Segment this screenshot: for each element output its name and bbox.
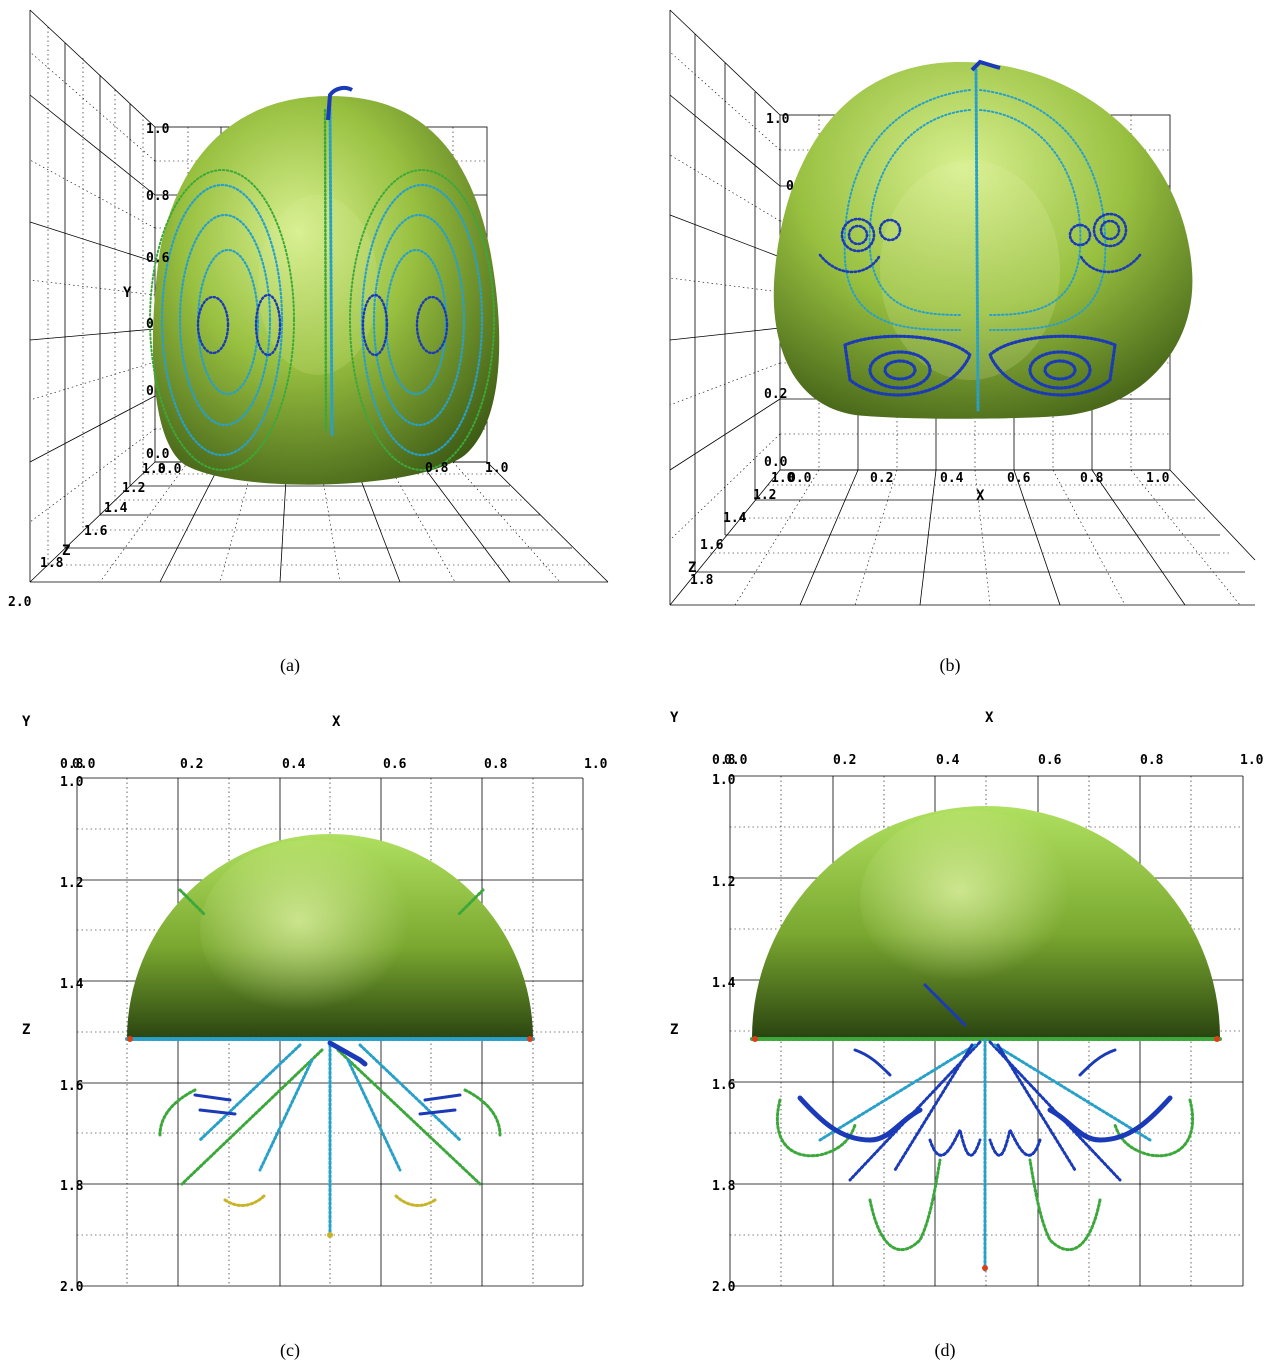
z-ticks: 1.2 1.4 1.6 1.8 (690, 488, 776, 588)
tick-label: 2.0 (8, 595, 32, 610)
x-ticks: 0.8 0.0 0.2 0.4 0.6 0.8 1.0 (712, 753, 1264, 768)
tick-label: 0.4 (282, 757, 306, 772)
tick-label: 1.0 (60, 775, 84, 790)
tick-label: 1.0 (1146, 471, 1170, 486)
tick-label: 1.0 (766, 112, 790, 127)
tick-label: 1.2 (712, 875, 735, 890)
tick-label: 1.2 (122, 481, 145, 496)
caption-b: (b) (939, 655, 961, 675)
tick-label: 1.0 (1240, 753, 1264, 768)
tick-label: 1.6 (60, 1079, 84, 1094)
z-ticks: 1.0 1.2 1.4 1.6 1.8 2.0 (712, 773, 736, 1295)
tick-label: 1.0 (146, 122, 170, 137)
tick-label: 0.0 (146, 447, 170, 462)
tick-label: 1.0 (485, 461, 509, 476)
tick-label: 0.8 (1080, 471, 1104, 486)
y-axis-label: Y (22, 714, 31, 730)
z-axis-label: Z (62, 543, 70, 559)
tick-label: 1.6 (712, 1078, 736, 1093)
tick-label: 0 (146, 384, 154, 399)
left-wall-grid (29, 9, 156, 583)
tick-label: 1.4 (712, 976, 736, 991)
panel-b-plot: 1.0 0 0.2 0.0 1.0 0.0 0.2 0.4 0.6 0.8 1.… (669, 9, 1256, 606)
z-axis-label: Z (688, 560, 696, 576)
tick-label: 0.2 (764, 387, 787, 402)
tick-label: 1.8 (690, 573, 714, 588)
panel-c-plot: Y X Z 0.8 0.0 0.2 0.4 0.6 0.8 1.0 1.0 1.… (22, 714, 608, 1295)
tick-label: 0.8 (1140, 753, 1164, 768)
tick-label: 1.2 (753, 488, 776, 503)
tick-label: 2.0 (60, 1280, 84, 1295)
x-axis-label: X (332, 714, 341, 730)
tick-label: 1.0 (771, 471, 795, 486)
tick-label: 0.6 (1038, 753, 1062, 768)
tick-label: 1.4 (60, 977, 84, 992)
particle-traces (750, 983, 1222, 1272)
tick-label: 0 (146, 317, 154, 332)
particle-trace-top (326, 85, 353, 121)
tick-label: 0.6 (1007, 471, 1031, 486)
tick-label: 0.2 (833, 753, 856, 768)
tick-label: 2.0 (712, 1280, 736, 1295)
tick-label: 0.8 (712, 753, 736, 768)
panel-d: Y X Z 0.8 0.0 0.2 0.4 0.6 0.8 1.0 1.0 1.… (640, 700, 1274, 1300)
tick-label: 0.2 (870, 471, 893, 486)
particle-traces (125, 888, 535, 1240)
particle-trace-top (970, 59, 1001, 72)
tick-label: 1.8 (142, 462, 166, 477)
tick-label: 1.6 (84, 524, 108, 539)
z-axis-label: Z (670, 1022, 678, 1038)
panel-a: 1.0 0.8 0.6 0 0 0.0 Y 1.8 0.0 0.8 1.0 1.… (0, 0, 630, 640)
x-axis-label: X (985, 710, 994, 726)
tick-label: 0.8 (425, 461, 449, 476)
z-ticks: 1.0 1.2 1.4 1.6 1.8 2.0 (60, 775, 84, 1295)
panel-a-plot: 1.0 0.8 0.6 0 0 0.0 Y 1.8 0.0 0.8 1.0 1.… (8, 9, 609, 610)
z-ticks: 1.2 1.4 1.6 1.8 (40, 481, 145, 571)
tick-label: 1.4 (723, 511, 747, 526)
tick-label: 0.0 (158, 462, 182, 477)
panel-c: Y X Z 0.8 0.0 0.2 0.4 0.6 0.8 1.0 1.0 1.… (0, 700, 630, 1300)
tick-label: 1.6 (700, 538, 724, 553)
tick-label: 0.8 (60, 757, 84, 772)
tick-label: 0.6 (383, 757, 407, 772)
x-ticks: 1.0 0.0 0.2 0.4 0.6 0.8 1.0 (771, 471, 1170, 486)
tick-label: 0.4 (940, 471, 964, 486)
tick-label: 0.0 (72, 757, 96, 772)
x-axis-label: X (976, 488, 985, 504)
caption-a: (a) (280, 655, 300, 675)
tick-label: 0.0 (788, 471, 812, 486)
particle-traces (149, 103, 495, 471)
caption-d: (d) (934, 1340, 956, 1360)
tick-label: 0 (786, 179, 794, 194)
tick-label: 1.0 (584, 757, 608, 772)
x-ticks: 0.8 0.0 0.2 0.4 0.6 0.8 1.0 (60, 757, 608, 772)
tick-label: 1.0 (712, 773, 736, 788)
y-axis-label: Y (670, 710, 679, 726)
left-wall-grid (669, 9, 781, 606)
tick-label: 0.8 (484, 757, 508, 772)
tick-label: 1.8 (40, 556, 64, 571)
panel-b: 1.0 0 0.2 0.0 1.0 0.0 0.2 0.4 0.6 0.8 1.… (640, 0, 1274, 640)
tick-label: 1.8 (712, 1179, 736, 1194)
y-axis-label: Y (123, 285, 132, 301)
tick-label: 0.8 (146, 189, 170, 204)
y-ticks: 1.0 0 0.2 0.0 (764, 112, 794, 470)
drop-surface (773, 62, 1193, 419)
tick-label: 0.4 (936, 753, 960, 768)
particle-traces (818, 68, 1142, 412)
tick-label: 1.8 (60, 1179, 84, 1194)
z-axis-label: Z (22, 1022, 30, 1038)
tick-label: 1.2 (60, 876, 83, 891)
tick-label: 0.2 (180, 757, 203, 772)
y-ticks: 1.0 0.8 0.6 0 0 0.0 (146, 122, 170, 462)
tick-label: 1.4 (104, 501, 128, 516)
tick-label: 0.6 (146, 251, 170, 266)
caption-c: (c) (280, 1340, 300, 1360)
panel-d-plot: Y X Z 0.8 0.0 0.2 0.4 0.6 0.8 1.0 1.0 1.… (670, 710, 1264, 1295)
tick-label: 0.0 (764, 455, 788, 470)
tick-label: 0.0 (724, 753, 748, 768)
